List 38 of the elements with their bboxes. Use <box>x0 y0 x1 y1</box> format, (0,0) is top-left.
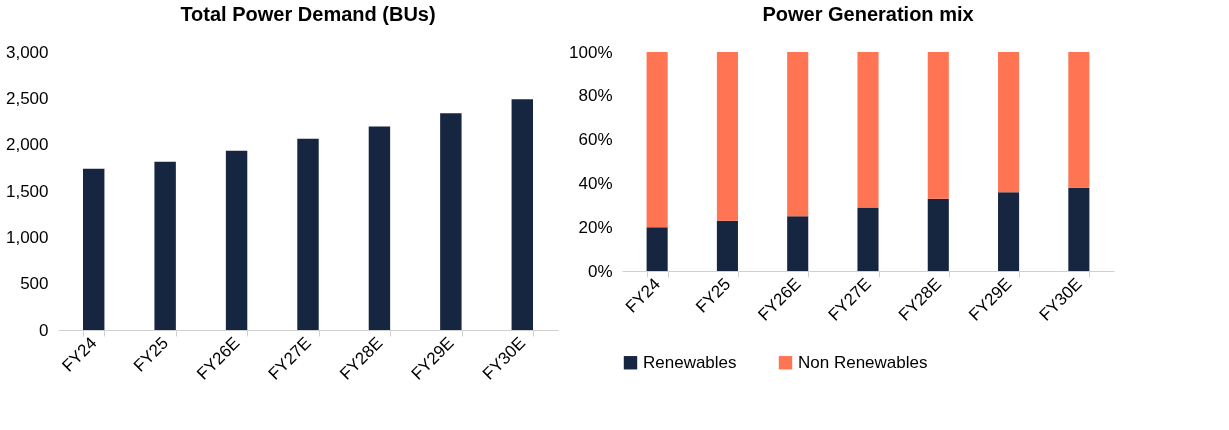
bar <box>716 52 738 221</box>
bar <box>927 52 949 199</box>
chart-title: Total Power Demand (BUs) <box>180 3 436 25</box>
y-tick-label: 2,000 <box>5 135 49 155</box>
bar <box>646 52 668 228</box>
bar <box>787 52 809 217</box>
y-tick-label: 60% <box>578 130 613 150</box>
bar <box>998 52 1020 193</box>
legend-label: Non Renewables <box>798 352 928 372</box>
bar <box>787 216 809 271</box>
bar <box>1068 52 1090 188</box>
bar <box>998 192 1020 271</box>
bar <box>225 150 248 330</box>
bar <box>511 99 533 330</box>
y-tick-label: 500 <box>20 274 49 294</box>
y-tick-label: 40% <box>578 173 613 193</box>
y-tick-label: 0 <box>39 320 49 340</box>
y-tick-label: 1,000 <box>5 227 49 247</box>
bar <box>857 52 879 208</box>
y-tick-label: 2,500 <box>5 88 49 108</box>
bar <box>154 161 176 330</box>
bar <box>440 113 462 330</box>
chart-title: Power Generation mix <box>762 3 974 25</box>
y-tick-label: 100% <box>569 42 613 62</box>
bar <box>857 207 879 271</box>
y-tick-label: 20% <box>578 217 613 237</box>
y-tick-label: 0% <box>587 261 613 281</box>
y-tick-label: 80% <box>578 86 613 106</box>
bar <box>927 198 949 271</box>
bar <box>297 138 319 330</box>
y-tick-label: 3,000 <box>5 42 49 62</box>
bar <box>1068 187 1090 271</box>
bar <box>83 168 105 330</box>
y-tick-label: 1,500 <box>5 181 49 201</box>
legend-label: Renewables <box>643 352 737 372</box>
bar <box>716 220 738 271</box>
bar <box>368 126 391 330</box>
bar <box>646 227 668 271</box>
